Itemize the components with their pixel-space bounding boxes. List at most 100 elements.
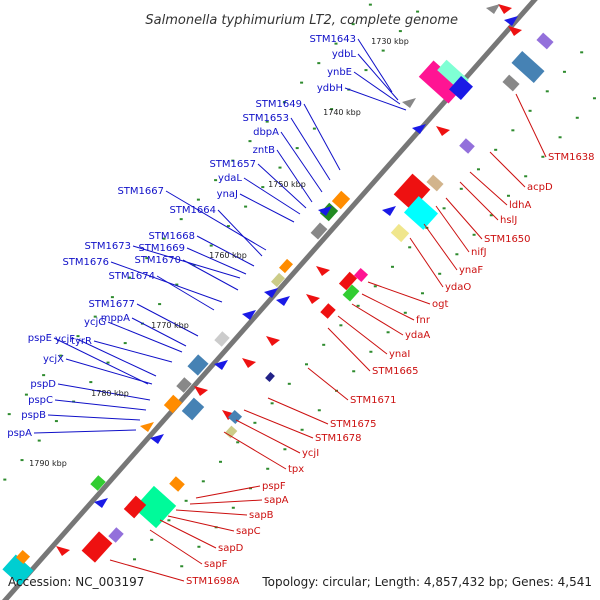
gene-arrow — [56, 546, 70, 556]
label-line — [149, 529, 203, 565]
tick-dot — [282, 101, 286, 104]
gene-block — [459, 138, 475, 154]
genome-title: Salmonella typhimurium LT2, complete gen… — [145, 13, 458, 28]
tick-dot — [562, 70, 566, 73]
gene-label: acpD — [527, 182, 553, 193]
tick-dot — [253, 421, 257, 424]
label-line — [107, 321, 183, 353]
label-lines — [33, 38, 547, 582]
gene-arrow — [316, 266, 330, 276]
kbp-mark: 1790 kbp — [29, 459, 67, 468]
label-line — [33, 429, 137, 434]
tick-dot — [558, 136, 562, 139]
kbp-marks: 1730 kbp 1740 kbp 1750 kbp 1760 kbp 1770 kbp… — [29, 37, 409, 468]
gene-label: STM1673 — [84, 241, 131, 252]
tick-dot — [76, 335, 80, 338]
gene-label: ynbE — [327, 67, 352, 78]
tick-dot — [592, 97, 596, 100]
tick-dot — [150, 538, 154, 541]
label-line — [351, 303, 404, 336]
label-line — [175, 509, 248, 516]
label-line — [196, 235, 255, 267]
gene-block — [338, 271, 358, 291]
gene-label: STM1649 — [255, 99, 302, 110]
gene-label: ydbH — [317, 83, 343, 94]
tick-dot — [54, 420, 58, 423]
tick-dot — [226, 225, 230, 228]
tick-dot — [3, 478, 7, 481]
tick-dot — [201, 480, 205, 483]
label-line — [57, 383, 151, 401]
tick-dot — [180, 565, 184, 568]
tick-dot — [184, 499, 188, 502]
gene-label: STM1677 — [88, 299, 135, 310]
gene-block — [214, 331, 230, 347]
tick-dot — [351, 23, 355, 26]
tick-dot — [248, 140, 252, 143]
gene-block — [163, 394, 183, 414]
gene-block — [265, 372, 275, 382]
label-line — [223, 431, 287, 470]
tick-dot — [158, 303, 162, 306]
gene-block — [319, 202, 339, 222]
label-line — [217, 209, 263, 257]
gene-features — [2, 4, 554, 586]
label-line — [276, 149, 313, 203]
gene-label: ldhA — [509, 200, 531, 211]
tick-dot — [261, 186, 265, 189]
kbp-mark: 1740 kbp — [323, 108, 361, 117]
gene-label: pspA — [7, 428, 32, 439]
tick-dot — [231, 506, 235, 509]
tick-dot — [278, 166, 282, 169]
tick-dot — [196, 198, 200, 201]
tick-dot — [528, 109, 532, 112]
gene-label: mppA — [101, 313, 130, 324]
label-line — [327, 327, 371, 372]
gene-block — [536, 32, 554, 50]
tick-dot — [209, 244, 213, 247]
gene-arrow — [402, 98, 416, 108]
label-line — [136, 303, 199, 337]
tick-dot — [322, 343, 326, 346]
tick-dot — [24, 393, 28, 396]
gene-label: ydaO — [445, 282, 471, 293]
accession-text: Accession: NC_003197 — [8, 575, 144, 589]
gene-block — [81, 531, 113, 563]
tick-dot — [287, 382, 291, 385]
tick-dot — [7, 413, 11, 416]
tick-dot — [339, 324, 343, 327]
tick-dot — [386, 331, 390, 334]
gene-label: sapA — [264, 495, 289, 506]
label-line — [47, 414, 141, 421]
tick-dot — [236, 441, 240, 444]
tick-dot — [575, 116, 579, 119]
tick-dot — [420, 292, 424, 295]
gene-arrow — [306, 294, 320, 304]
tick-dot — [110, 296, 114, 299]
tick-dot — [266, 467, 270, 470]
gene-block — [271, 272, 285, 288]
tick-dot — [89, 381, 93, 384]
gene-arrow — [266, 336, 280, 346]
label-line — [167, 515, 235, 532]
label-line — [353, 71, 401, 105]
gene-label: STM1643 — [309, 34, 356, 45]
gene-arrow — [486, 4, 500, 14]
label-line — [515, 93, 547, 158]
tick-dot — [179, 218, 183, 221]
label-line — [243, 177, 301, 215]
label-line — [182, 259, 239, 291]
label-line — [435, 205, 470, 253]
tick-dot — [408, 246, 412, 249]
label-line — [357, 38, 393, 93]
gene-label: STM1671 — [350, 395, 397, 406]
label-line — [186, 247, 247, 275]
gene-block — [224, 425, 238, 439]
gene-label: ynaF — [459, 265, 483, 276]
gene-arrow — [242, 310, 256, 320]
gene-label: tpx — [288, 464, 304, 475]
label-line — [257, 163, 307, 209]
tick-dot — [368, 3, 372, 6]
gene-block — [403, 196, 439, 230]
tick-dot — [352, 370, 356, 373]
